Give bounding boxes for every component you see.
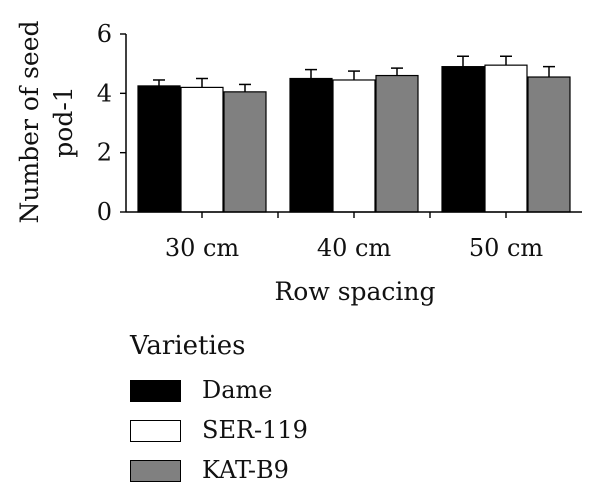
y-tick-label: 4 [97,79,112,107]
bar-dame-1 [289,77,333,213]
legend-label: Dame [202,376,273,404]
legend-item-dame: Dame [130,376,410,406]
bar-ser-119-0 [180,86,224,213]
bar-ser-119-2 [484,64,528,213]
bar-kat-b9-1 [375,74,419,213]
y-axis-label: Number of seed pod-1 [15,20,78,223]
bar-dame-0 [137,85,181,213]
legend-title: Varieties [130,331,246,361]
y-tick-label: 2 [97,139,112,167]
legend-swatch [130,420,181,442]
y-axis-label-line-1: Number of seed [15,20,44,223]
legend-label: KAT-B9 [202,456,289,484]
bar-kat-b9-0 [223,91,267,213]
x-tick-label: 30 cm [165,234,240,262]
y-tick-label: 6 [97,20,112,48]
legend-item-kat-b9: KAT-B9 [130,456,410,486]
plot-area [137,55,571,213]
x-axis-label: Row spacing [274,277,435,306]
bar-dame-2 [441,66,485,213]
y-axis-label-line-2: pod-1 [49,86,78,157]
axes: 30 cm 40 cm 50 cm 0 2 4 6 [97,20,582,262]
x-tick-label: 50 cm [469,234,544,262]
y-tick-label: 0 [97,198,112,226]
legend-item-ser-119: SER-119 [130,416,410,446]
legend-swatch [130,380,181,402]
legend-label: SER-119 [202,416,308,444]
legend: Varieties Dame SER-119 KAT-B9 [130,330,430,490]
x-tick-label: 40 cm [317,234,392,262]
bar-kat-b9-2 [527,76,571,213]
legend-swatch [130,460,181,482]
bar-ser-119-1 [332,79,376,213]
